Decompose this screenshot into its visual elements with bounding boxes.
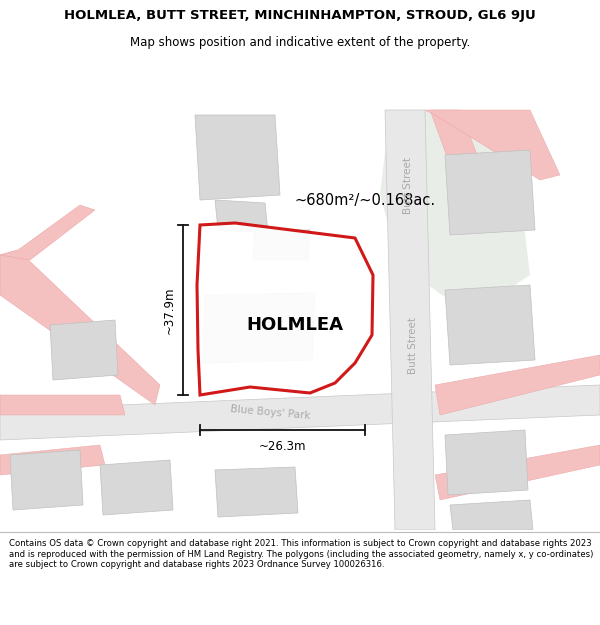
Polygon shape (435, 355, 600, 415)
Polygon shape (445, 430, 528, 495)
Text: HOLMLEA: HOLMLEA (247, 316, 343, 334)
Polygon shape (203, 293, 315, 363)
Text: HOLMLEA, BUTT STREET, MINCHINHAMPTON, STROUD, GL6 9JU: HOLMLEA, BUTT STREET, MINCHINHAMPTON, ST… (64, 9, 536, 22)
Text: ~37.9m: ~37.9m (163, 286, 176, 334)
Polygon shape (253, 230, 310, 260)
Polygon shape (50, 320, 118, 380)
Polygon shape (435, 445, 600, 500)
Polygon shape (10, 450, 83, 510)
Polygon shape (0, 205, 95, 260)
Polygon shape (445, 150, 535, 235)
Polygon shape (385, 110, 435, 530)
Polygon shape (450, 500, 533, 530)
Text: Butt Street: Butt Street (408, 316, 418, 374)
Text: ~680m²/~0.168ac.: ~680m²/~0.168ac. (295, 192, 436, 208)
Polygon shape (380, 110, 530, 315)
Text: Blue Boys' Park: Blue Boys' Park (230, 404, 310, 421)
Polygon shape (197, 223, 373, 395)
Text: Butt Street: Butt Street (403, 156, 413, 214)
Polygon shape (0, 395, 125, 415)
Polygon shape (425, 110, 560, 180)
Text: ~26.3m: ~26.3m (259, 439, 306, 452)
Polygon shape (100, 460, 173, 515)
Polygon shape (0, 385, 600, 440)
Polygon shape (445, 285, 535, 365)
Text: Contains OS data © Crown copyright and database right 2021. This information is : Contains OS data © Crown copyright and d… (9, 539, 593, 569)
Polygon shape (0, 445, 105, 475)
Polygon shape (430, 110, 500, 220)
Polygon shape (215, 200, 268, 233)
Polygon shape (195, 115, 280, 200)
Text: Map shows position and indicative extent of the property.: Map shows position and indicative extent… (130, 36, 470, 49)
Polygon shape (215, 467, 298, 517)
Polygon shape (0, 250, 160, 405)
